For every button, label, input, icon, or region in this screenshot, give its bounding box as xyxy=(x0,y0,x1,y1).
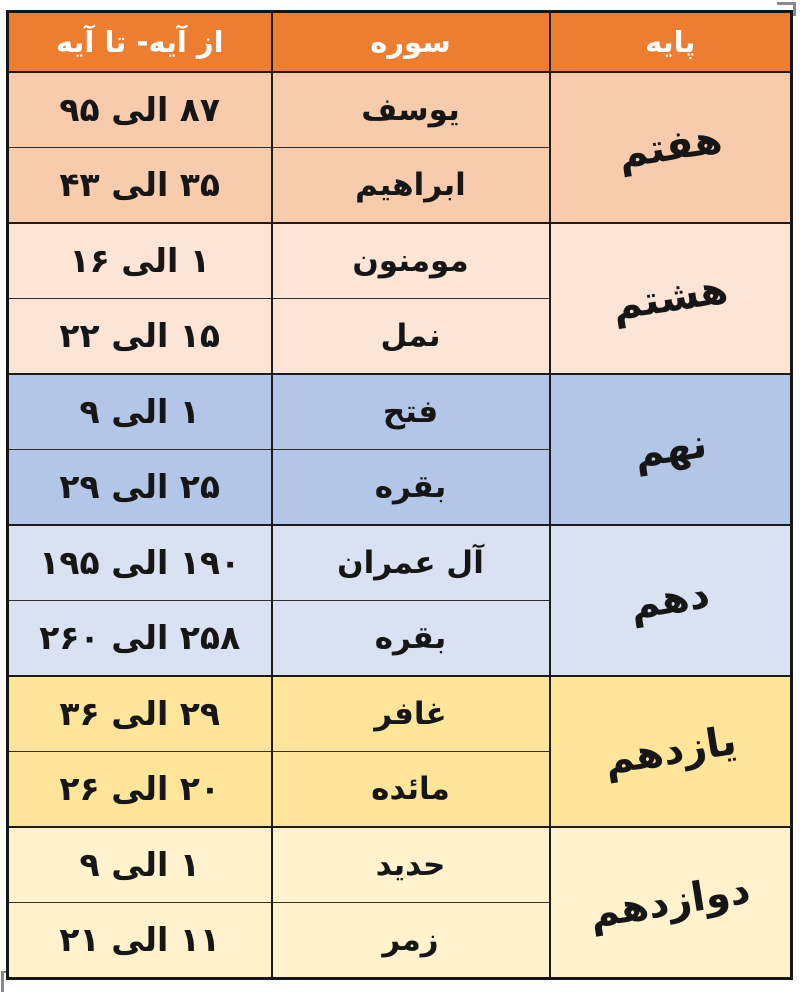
table-row: هفتم یوسف ۸۷ الی ۹۵ xyxy=(6,70,793,224)
table-row: بقره ۲۵ الی ۲۹ xyxy=(6,448,792,526)
range-cell: ۱۱ الی ۲۱ xyxy=(6,901,273,980)
surah-cell: زمر xyxy=(270,901,551,980)
grade-label: دوازدهم xyxy=(586,867,754,938)
grade-cell-8: هشتم xyxy=(548,221,793,375)
range-cell: ۱۹۰ الی ۱۹۵ xyxy=(6,523,273,601)
surah-cell: مائده xyxy=(270,750,551,828)
grade-label: هشتم xyxy=(609,266,732,331)
range-cell: ۱۵ الی ۲۲ xyxy=(6,297,273,375)
quran-recitation-table: پایه سوره از آیه- تا آیه هفتم یوسف ۸۷ ال… xyxy=(6,10,793,980)
table-row: دوازدهم حدید ۱ الی ۹ xyxy=(6,825,793,980)
surah-cell: نمل xyxy=(270,297,551,375)
grade-cell-7: هفتم xyxy=(548,71,793,224)
table-move-handle-icon[interactable] xyxy=(777,2,796,16)
surah-cell: فتح xyxy=(270,372,551,450)
surah-cell: بقره xyxy=(270,448,551,526)
grade-cell-10: دهم xyxy=(548,523,793,677)
range-cell: ۱ الی ۹ xyxy=(6,825,273,903)
grade-cell-9: نهم xyxy=(548,372,793,526)
grade-label: هفتم xyxy=(615,116,726,179)
grade-cell-12: دوازدهم xyxy=(548,825,793,980)
surah-cell: آل عمران xyxy=(270,523,551,601)
table-row: هشتم مومنون ۱ الی ۱۶ xyxy=(6,221,793,375)
surah-cell: مومنون xyxy=(270,221,551,299)
surah-cell: غافر xyxy=(270,674,551,752)
header-grade: پایه xyxy=(548,10,793,73)
header-range: از آیه- تا آیه xyxy=(6,10,273,73)
table-row: نهم فتح ۱ الی ۹ xyxy=(6,372,793,526)
header-surah: سوره xyxy=(270,10,551,73)
range-cell: ۱ الی ۹ xyxy=(6,372,273,450)
table-row: ابراهیم ۳۵ الی ۴۳ xyxy=(6,146,792,224)
surah-cell: بقره xyxy=(270,599,551,677)
grade-label: یازدهم xyxy=(601,718,740,785)
surah-cell: یوسف xyxy=(270,70,551,148)
header-row: پایه سوره از آیه- تا آیه xyxy=(6,10,793,73)
table-row: مائده ۲۰ الی ۲۶ xyxy=(6,750,792,828)
table-row: زمر ۱۱ الی ۲۱ xyxy=(6,901,792,980)
range-cell: ۸۷ الی ۹۵ xyxy=(6,70,273,148)
table-row: یازدهم غافر ۲۹ الی ۳۶ xyxy=(6,674,793,828)
range-cell: ۱ الی ۱۶ xyxy=(6,221,273,299)
table-row: دهم آل عمران ۱۹۰ الی ۱۹۵ xyxy=(6,523,793,677)
surah-cell: ابراهیم xyxy=(270,146,551,224)
grade-label: نهم xyxy=(630,421,710,478)
range-cell: ۲۹ الی ۳۶ xyxy=(6,674,273,752)
table-row: بقره ۲۵۸ الی ۲۶۰ xyxy=(6,599,792,677)
range-cell: ۲۵ الی ۲۹ xyxy=(6,448,273,526)
surah-cell: حدید xyxy=(270,825,551,903)
grade-cell-11: یازدهم xyxy=(548,674,793,828)
range-cell: ۲۰ الی ۲۶ xyxy=(6,750,273,828)
range-cell: ۲۵۸ الی ۲۶۰ xyxy=(6,599,273,677)
grade-label: دهم xyxy=(627,571,714,630)
table-row: نمل ۱۵ الی ۲۲ xyxy=(6,297,792,375)
range-cell: ۳۵ الی ۴۳ xyxy=(6,146,273,224)
